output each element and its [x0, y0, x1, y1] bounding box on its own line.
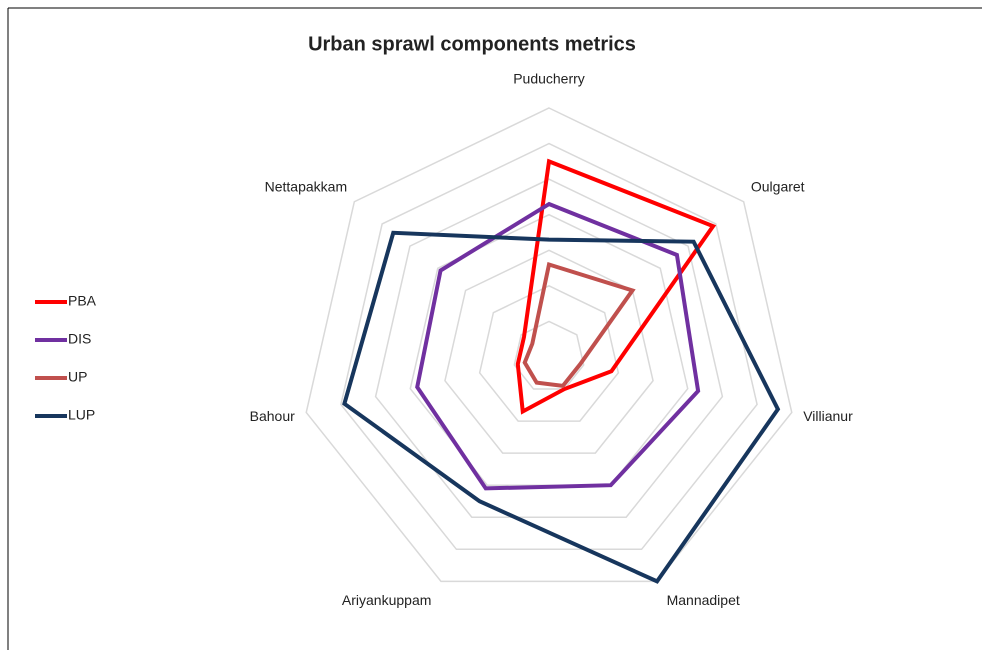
- grid-ring: [478, 285, 620, 422]
- chart-title: Urban sprawl components metrics: [308, 33, 636, 55]
- legend-label: PBA: [68, 293, 97, 309]
- grid-ring: [444, 249, 654, 454]
- category-label: Mannadipet: [667, 592, 740, 608]
- grid-ring: [513, 320, 585, 390]
- legend-label: DIS: [68, 331, 91, 347]
- category-label: Nettapakkam: [265, 179, 347, 195]
- category-label: Oulgaret: [751, 179, 805, 195]
- category-label: Villianur: [803, 408, 853, 424]
- category-label: Ariyankuppam: [342, 592, 432, 608]
- category-label: Bahour: [250, 408, 295, 424]
- series-line: [522, 261, 636, 388]
- series-line: [415, 201, 701, 491]
- legend-label: LUP: [68, 407, 95, 423]
- grid-ring: [340, 142, 758, 551]
- category-label: Puducherry: [513, 71, 585, 87]
- grid-ring: [374, 178, 724, 518]
- series-line: [342, 230, 781, 584]
- grid-ring: [305, 107, 793, 583]
- legend-label: UP: [68, 369, 87, 385]
